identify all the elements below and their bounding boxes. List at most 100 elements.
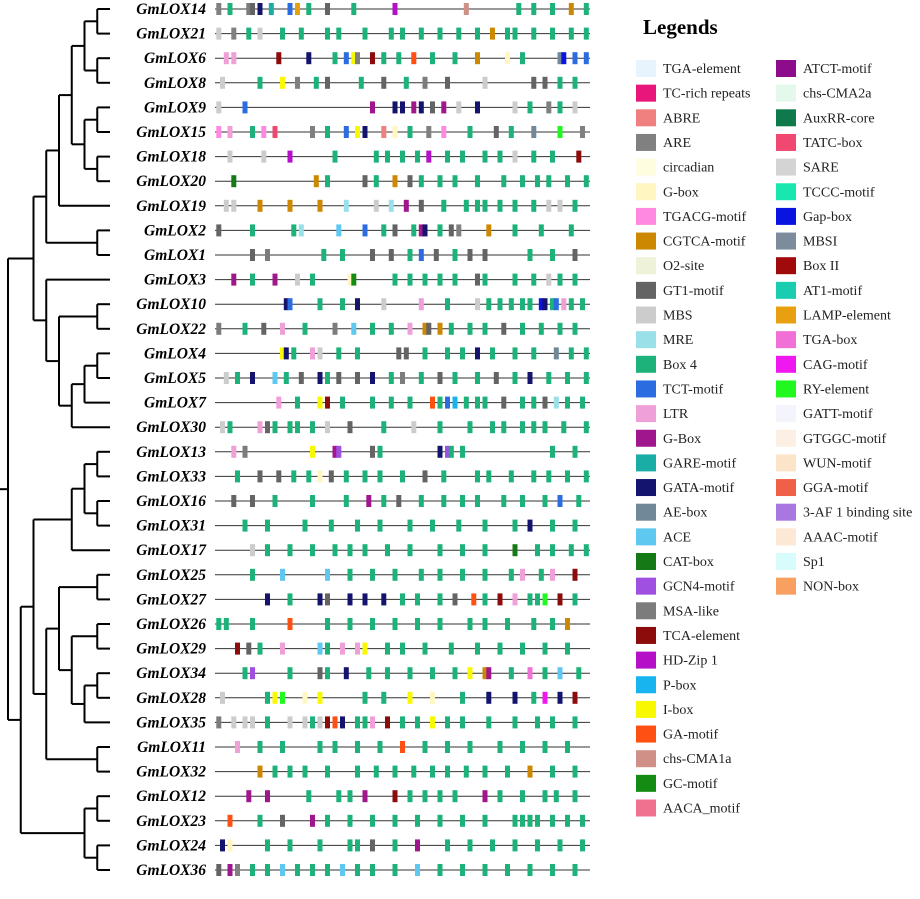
- cis-element: [452, 790, 458, 803]
- cis-element: [505, 52, 510, 65]
- cis-element: [475, 199, 480, 212]
- legend-label: ACE: [663, 530, 691, 545]
- cis-element: [456, 27, 462, 40]
- legend-item: HD-Zip 1: [636, 651, 718, 669]
- cis-element: [437, 618, 443, 630]
- cis-element: [572, 101, 578, 114]
- cis-element: [287, 298, 293, 311]
- cis-element: [553, 396, 559, 409]
- cis-element: [467, 126, 473, 138]
- legend-label: TCT-motif: [663, 382, 723, 397]
- cis-element: [527, 372, 533, 384]
- legend-item: TGA-element: [636, 60, 741, 77]
- legend-swatch: [636, 799, 656, 817]
- cis-element: [572, 765, 578, 778]
- cis-element: [572, 691, 578, 704]
- cis-element: [355, 298, 360, 311]
- cis-element: [430, 691, 435, 704]
- cis-element: [272, 372, 278, 384]
- cis-element: [565, 618, 570, 630]
- cis-element: [298, 372, 304, 384]
- legend-item: TCT-motif: [636, 380, 723, 398]
- cis-element: [486, 298, 492, 311]
- cis-element: [336, 224, 342, 237]
- cis-element: [283, 298, 289, 311]
- cis-element: [373, 765, 379, 778]
- cis-element: [388, 249, 394, 261]
- cis-element: [456, 224, 462, 237]
- legend-swatch: [636, 528, 656, 546]
- cis-element: [418, 224, 424, 237]
- cis-element: [411, 52, 417, 65]
- gene-label: GmLOX23: [136, 813, 206, 830]
- cis-element: [392, 618, 398, 630]
- cis-element: [565, 396, 570, 409]
- cis-element: [448, 322, 454, 335]
- cis-element: [561, 52, 567, 65]
- legend-label: chs-CMA2a: [803, 87, 872, 102]
- cis-element: [437, 372, 443, 384]
- cis-element: [463, 765, 469, 778]
- cis-element: [310, 347, 315, 360]
- cis-element: [351, 273, 357, 286]
- legend-label: AACA_motif: [663, 802, 740, 817]
- cis-element: [370, 52, 375, 65]
- cis-element: [381, 495, 387, 507]
- legend-item: ACE: [636, 528, 691, 546]
- cis-element: [336, 372, 342, 384]
- cis-element: [415, 593, 420, 606]
- cis-element: [501, 421, 507, 434]
- cis-element: [325, 27, 330, 40]
- legend-label: circadian: [663, 161, 714, 176]
- gene-label: GmLOX11: [137, 739, 206, 756]
- gene-label: GmLOX26: [136, 616, 206, 633]
- cis-element: [377, 741, 383, 753]
- cis-element: [486, 716, 492, 729]
- cis-element: [583, 372, 589, 384]
- legend-item: AT1-motif: [776, 281, 862, 299]
- cis-element: [403, 347, 409, 360]
- gene-label: GmLOX12: [136, 788, 206, 805]
- cis-element: [362, 593, 368, 606]
- cis-element: [343, 199, 349, 212]
- cis-element: [572, 249, 578, 261]
- legend-label: Box II: [803, 259, 840, 274]
- cis-element: [520, 175, 525, 188]
- cis-element: [527, 101, 533, 114]
- cis-element: [475, 347, 480, 360]
- cis-element: [287, 150, 293, 163]
- cis-element: [490, 421, 495, 434]
- legend-swatch: [776, 528, 796, 546]
- cis-element: [508, 298, 514, 311]
- legend-swatch: [636, 651, 656, 669]
- cis-element: [347, 618, 353, 630]
- cis-element: [310, 495, 315, 507]
- gene-label: GmLOX33: [136, 468, 206, 485]
- cis-element: [355, 126, 360, 138]
- cis-element: [392, 175, 398, 188]
- cis-element: [216, 101, 222, 114]
- cis-element: [400, 27, 405, 40]
- cis-element: [508, 126, 514, 138]
- gene-label: GmLOX2: [144, 222, 206, 239]
- cis-element: [445, 839, 450, 852]
- cis-element: [381, 76, 387, 89]
- cis-element: [250, 864, 255, 876]
- cis-element: [325, 814, 330, 827]
- cis-element: [347, 790, 353, 803]
- legend-label: I-box: [663, 703, 693, 718]
- gene-label: GmLOX4: [144, 345, 206, 362]
- cis-element: [460, 495, 465, 507]
- cis-element: [437, 593, 443, 606]
- cis-element: [467, 839, 473, 852]
- legend-label: ABRE: [663, 111, 700, 126]
- legend-item: AACA_motif: [636, 799, 740, 817]
- cis-element: [550, 618, 555, 630]
- cis-element: [531, 470, 537, 483]
- cis-element: [531, 618, 537, 630]
- gene-label: GmLOX6: [144, 50, 206, 67]
- cis-element: [287, 544, 293, 557]
- cis-element: [452, 249, 458, 261]
- legend-item: GGA-motif: [776, 479, 869, 497]
- cis-element: [538, 568, 544, 581]
